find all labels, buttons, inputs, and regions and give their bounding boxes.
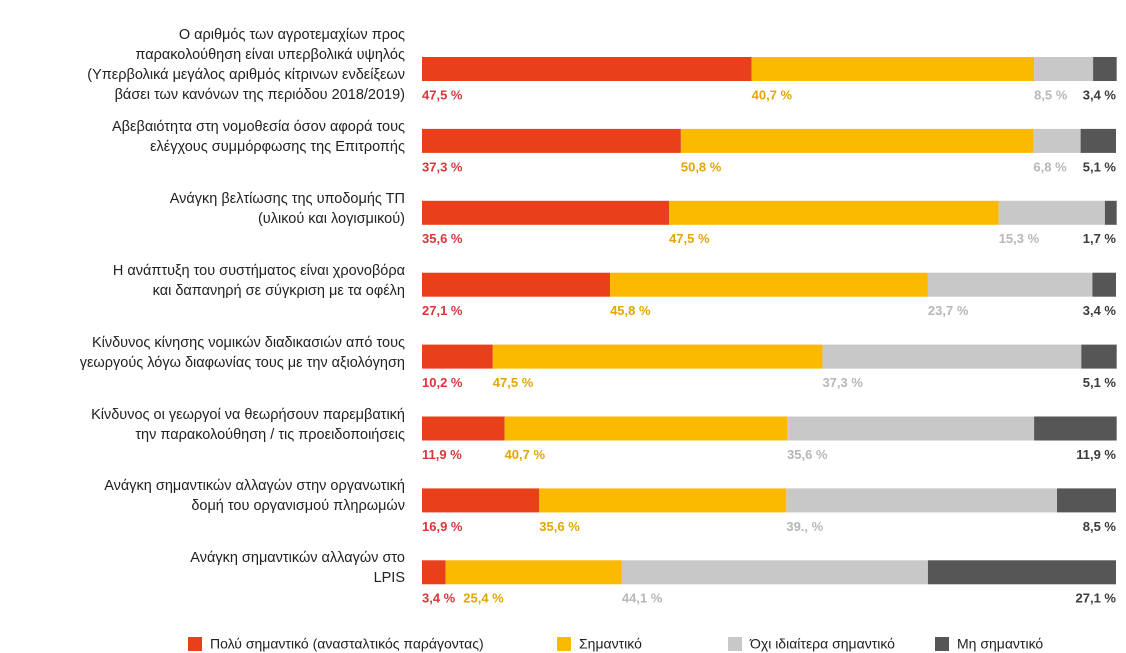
bar-segment	[822, 344, 1082, 369]
category-label: Ανάγκη σημαντικών αλλαγών στο LPIS	[190, 550, 405, 587]
value-label: 27,1 %	[1076, 591, 1117, 606]
value-label: 37,3 %	[822, 375, 863, 390]
bar-segment	[1057, 488, 1116, 513]
bar-segment	[927, 560, 1116, 585]
category-label: Ανάγκη σημαντικών αλλαγών στην οργανωτικ…	[104, 478, 405, 515]
bar-segment	[422, 488, 540, 513]
value-label: 3,4 %	[1083, 87, 1117, 102]
bar-segment	[1093, 57, 1117, 81]
bar-segment	[621, 560, 928, 585]
bar-segment	[422, 57, 752, 81]
bar-segment	[1033, 128, 1081, 153]
bar-segment	[422, 272, 611, 297]
value-label: 11,9 %	[422, 447, 462, 462]
value-label: 15,3 %	[999, 231, 1040, 246]
category-label: Η ανάπτυξη του συστήματος είναι χρονοβόρ…	[112, 262, 405, 299]
value-label: 40,7 %	[752, 87, 793, 102]
value-label: 47,5 %	[669, 231, 710, 246]
category-label: Κίνδυνος οι γεωργοί να θεωρήσουν παρεμβα…	[91, 406, 405, 443]
bar-segment	[998, 200, 1105, 225]
value-label: 40,7 %	[505, 447, 546, 462]
value-label: 3,4 %	[422, 591, 456, 606]
category-label: Αβεβαιότητα στη νομοθεσία όσον αφορά του…	[112, 118, 405, 155]
legend-swatch	[557, 637, 571, 651]
bar-segment	[1034, 57, 1094, 81]
value-label: 47,5 %	[493, 375, 534, 390]
value-label: 25,4 %	[463, 591, 504, 606]
category-label: Κίνδυνος κίνησης νομικών διαδικασιών από…	[79, 334, 405, 371]
bar-segment	[539, 488, 787, 513]
value-label: 37,3 %	[422, 159, 463, 174]
value-label: 16,9 %	[422, 519, 463, 534]
legend-label: Μη σημαντικό	[957, 636, 1043, 652]
bar-segment	[669, 200, 999, 225]
category-label: Ο αριθμός των αγροτεμαχίων προς παρακολο…	[87, 27, 405, 103]
value-label: 39., %	[786, 519, 823, 534]
legend-label: Πολύ σημαντικό (ανασταλτικός παράγοντας)	[210, 636, 484, 652]
bar-segment	[1034, 416, 1117, 441]
bar-segment	[610, 272, 928, 297]
bar-segment	[445, 560, 622, 585]
value-label: 45,8 %	[610, 303, 651, 318]
value-label: 10,2 %	[422, 375, 463, 390]
legend-swatch	[188, 637, 202, 651]
bar-segment	[787, 416, 1035, 441]
legend-label: Όχι ιδιαίτερα σημαντικό	[749, 636, 895, 652]
value-label: 1,7 %	[1083, 231, 1117, 246]
value-label: 44,1 %	[622, 591, 663, 606]
bar-segment	[504, 416, 788, 441]
legend-swatch	[728, 637, 742, 651]
bar-segment	[422, 200, 670, 225]
value-label: 11,9 %	[1076, 447, 1116, 462]
bar-segment	[492, 344, 823, 369]
value-label: 35,6 %	[422, 231, 463, 246]
value-label: 35,6 %	[539, 519, 580, 534]
bar-segment	[927, 272, 1093, 297]
bar-segment	[1080, 128, 1116, 153]
value-label: 5,1 %	[1083, 375, 1117, 390]
value-label: 6,8 %	[1033, 159, 1067, 174]
bar-segment	[1092, 272, 1116, 297]
bar-segment	[1081, 344, 1117, 369]
value-label: 5,1 %	[1083, 159, 1117, 174]
bar-segment	[680, 128, 1034, 153]
bar-segment	[422, 560, 446, 585]
category-label: Ανάγκη βελτίωσης της υποδομής ΤΠ (υλικού…	[169, 190, 405, 227]
bar-segment	[422, 416, 505, 441]
value-label: 50,8 %	[681, 159, 722, 174]
bar-segment	[422, 344, 493, 369]
bar-segment	[422, 128, 681, 153]
value-label: 8,5 %	[1034, 87, 1068, 102]
value-label: 27,1 %	[422, 303, 463, 318]
value-label: 35,6 %	[787, 447, 828, 462]
bar-segment	[786, 488, 1058, 513]
bar-segment	[751, 57, 1035, 81]
value-label: 3,4 %	[1083, 303, 1117, 318]
value-label: 23,7 %	[928, 303, 969, 318]
value-label: 8,5 %	[1083, 519, 1117, 534]
value-label: 47,5 %	[422, 87, 463, 102]
legend-swatch	[935, 637, 949, 651]
bar-segment	[1104, 200, 1117, 225]
legend-label: Σημαντικό	[579, 636, 642, 652]
